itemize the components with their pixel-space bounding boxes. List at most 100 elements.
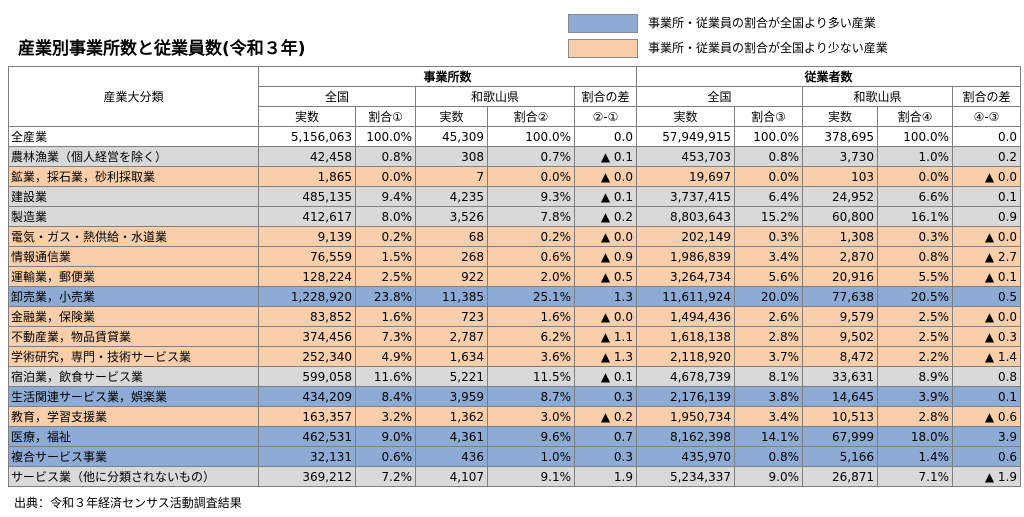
table-cell: 8.0% — [355, 206, 416, 227]
table-cell: 3.4% — [734, 406, 804, 427]
table-cell: 1,865 — [258, 166, 356, 187]
industry-name: 宿泊業，飲食サービス業 — [8, 366, 259, 387]
table-cell: 0.3% — [734, 226, 804, 247]
industry-name: 建設業 — [8, 186, 259, 207]
table-cell: 4,107 — [415, 466, 488, 487]
table-cell: 3,264,734 — [636, 266, 736, 287]
table-cell: 1.4% — [877, 446, 954, 467]
table-cell: 25.1% — [487, 286, 575, 307]
table-cell: 2,176,139 — [636, 386, 736, 407]
table-cell: 3,737,415 — [636, 186, 736, 207]
table-cell: ▲ 0.0 — [952, 306, 1022, 327]
table-cell: 0.3% — [877, 226, 954, 247]
table-cell: 16.1% — [877, 206, 954, 227]
table-cell: 0.8% — [355, 146, 416, 167]
table-row: 生活関連サービス業，娯楽業 434,209 8.4% 3,959 8.7% 0.3 2,17… — [8, 386, 1022, 407]
table-cell: 9.0% — [355, 426, 416, 447]
table-cell: 0.1 — [952, 186, 1022, 207]
table-cell: 0.6 — [952, 446, 1022, 467]
header-count: 実数 — [636, 106, 736, 127]
table-cell: 26,871 — [802, 466, 879, 487]
table-cell: 599,058 — [258, 366, 356, 387]
table-cell: 252,340 — [258, 346, 356, 367]
industry-name: 鉱業，採石業，砂利採取業 — [8, 166, 259, 187]
table-cell: 436 — [415, 446, 488, 467]
table-row: 卸売業，小売業 1,228,920 23.8% 11,385 25.1% 1.3 11,61… — [8, 286, 1022, 307]
industry-name: 電気・ガス・熱供給・水道業 — [8, 226, 259, 247]
table-cell: 76,559 — [258, 246, 356, 267]
table-cell: 15.2% — [734, 206, 804, 227]
table-cell: 3.4% — [734, 246, 804, 267]
table-cell: 67,999 — [802, 426, 879, 447]
industry-name: 医療，福祉 — [8, 426, 259, 447]
industry-name: サービス業（他に分類されないもの） — [8, 466, 259, 487]
industry-name: 学術研究，専門・技術サービス業 — [8, 346, 259, 367]
source-note: 出典：令和３年経済センサス活動調査結果 — [14, 496, 242, 510]
table-cell: 8.4% — [355, 386, 416, 407]
table-cell: ▲ 0.0 — [573, 166, 638, 187]
table-cell: 0.2% — [355, 226, 416, 247]
industry-name: 卸売業，小売業 — [8, 286, 259, 307]
header-diff-est: 割合の差 — [573, 86, 638, 107]
table-cell: 0.8% — [734, 446, 804, 467]
table-cell: 6.2% — [487, 326, 575, 347]
page-title: 産業別事業所数と従業員数(令和３年) — [18, 39, 306, 59]
table-cell: 20.0% — [734, 286, 804, 307]
table-cell: 6.4% — [734, 186, 804, 207]
table-cell: 83,852 — [258, 306, 356, 327]
table-cell: 0.0 — [952, 126, 1022, 147]
table-cell: 100.0% — [487, 126, 575, 147]
table-row: 不動産業，物品賃貸業 374,456 7.3% 2,787 6.2% ▲ 1.1 1,618… — [8, 326, 1022, 347]
table-cell: 0.5 — [952, 286, 1022, 307]
industry-name: 教育，学習支援業 — [8, 406, 259, 427]
industry-name: 情報通信業 — [8, 246, 259, 267]
table-cell: 8.9% — [877, 366, 954, 387]
table-cell: ▲ 0.0 — [952, 166, 1022, 187]
table-row: 建設業 485,135 9.4% 4,235 9.3% ▲ 0.1 3,737,415 6.4… — [8, 186, 1022, 207]
table-cell: 9.6% — [487, 426, 575, 447]
table-cell: 2,118,920 — [636, 346, 736, 367]
industry-name: 全産業 — [8, 126, 259, 147]
table-cell: 4,361 — [415, 426, 488, 447]
table-cell: 3.7% — [734, 346, 804, 367]
table-cell: 2.0% — [487, 266, 575, 287]
table-cell: 1.0% — [877, 146, 954, 167]
table-cell: 14,645 — [802, 386, 879, 407]
table-cell: 374,456 — [258, 326, 356, 347]
table-cell: ▲ 0.1 — [952, 266, 1022, 287]
header-share4: 割合④ — [877, 106, 954, 127]
table-row: 鉱業，採石業，砂利採取業 1,865 0.0% 7 0.0% ▲ 0.0 19,697 0.0… — [8, 166, 1022, 187]
table-row: サービス業（他に分類されないもの） 369,212 7.2% 4,107 9.1% 1.9… — [8, 466, 1022, 487]
table-cell: 0.0% — [877, 166, 954, 187]
table-cell: 0.7 — [573, 426, 638, 447]
header-diff2: ④-③ — [952, 106, 1022, 127]
table-cell: ▲ 0.6 — [952, 406, 1022, 427]
table-row: 農林漁業（個人経営を除く） 42,458 0.8% 308 0.7% ▲ 0.1 453,7… — [8, 146, 1022, 167]
table-cell: 100.0% — [877, 126, 954, 147]
table-row: 全産業 5,156,063 100.0% 45,309 100.0% 0.0 57,949,… — [8, 126, 1022, 147]
table-cell: 2.5% — [355, 266, 416, 287]
legend-lower-label: 事業所・従業員の割合が全国より少ない産業 — [648, 41, 888, 55]
table-cell: 378,695 — [802, 126, 879, 147]
table-cell: 11,611,924 — [636, 286, 736, 307]
table-cell: 2.8% — [877, 406, 954, 427]
table-row: 複合サービス事業 32,131 0.6% 436 1.0% 0.3 435,970 0.8% 5… — [8, 446, 1022, 467]
table-cell: ▲ 0.3 — [952, 326, 1022, 347]
table-cell: 7.2% — [355, 466, 416, 487]
table-cell: 1,308 — [802, 226, 879, 247]
table-row: 教育，学習支援業 163,357 3.2% 1,362 3.0% ▲ 0.2 1,950,7… — [8, 406, 1022, 427]
table-cell: 1,950,734 — [636, 406, 736, 427]
table-cell: 485,135 — [258, 186, 356, 207]
header-count: 実数 — [415, 106, 488, 127]
table-cell: ▲ 2.7 — [952, 246, 1022, 267]
header-national-est: 全国 — [258, 86, 416, 107]
industry-name: 不動産業，物品賃貸業 — [8, 326, 259, 347]
header-industry: 産業大分類 — [8, 66, 259, 127]
table-cell: 77,638 — [802, 286, 879, 307]
table-cell: ▲ 1.1 — [573, 326, 638, 347]
header-employees: 従業者数 — [636, 66, 1022, 87]
table-cell: 103 — [802, 166, 879, 187]
table-cell: 1,494,436 — [636, 306, 736, 327]
table-cell: 0.0% — [487, 166, 575, 187]
table-cell: 9,139 — [258, 226, 356, 247]
